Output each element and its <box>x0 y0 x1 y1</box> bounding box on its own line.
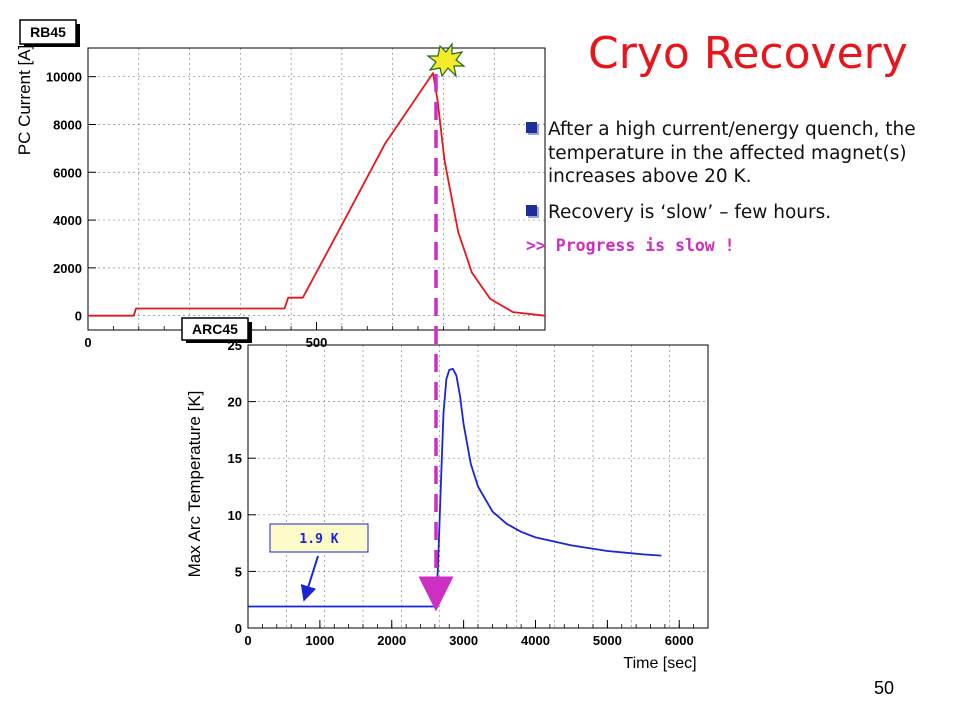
annotation-1-9k-arrow <box>306 556 318 594</box>
bullet-text: Recovery is ‘slow’ – few hours. <box>548 202 831 223</box>
x-tick-label: 5000 <box>593 633 622 648</box>
chart-rb45-frame <box>88 48 545 330</box>
x-tick-label: 4000 <box>521 633 550 648</box>
chart-rb45-ylabel: PC Current [A] <box>15 45 34 156</box>
slide: 0 2000 4000 6000 8000 10000 0 500 RB45 PC Curre… <box>0 0 960 720</box>
charts-canvas: 02000400060008000100000 500 RB45 PC Curre… <box>0 0 960 720</box>
bullet-list: After a high current/energy quench, the … <box>526 118 946 256</box>
chart-arc45-ylabel: Max Arc Temperature [K] <box>185 391 204 578</box>
y-tick-label: 4000 <box>53 213 82 228</box>
x-tick-label: 3000 <box>449 633 478 648</box>
bullet-item: After a high current/energy quench, the … <box>526 118 946 189</box>
y-tick-label: 8000 <box>53 117 82 132</box>
rb45-tag-label: RB45 <box>30 24 66 40</box>
chart-arc45-xlabel: Time [sec] <box>623 655 696 672</box>
arc45-tag-label: ARC45 <box>192 321 238 337</box>
arc45-tag: ARC45 <box>182 318 252 343</box>
x-tick-label: 0 <box>244 633 251 648</box>
page-number: 50 <box>874 678 894 699</box>
y-tick-label: 10000 <box>46 70 82 85</box>
chart-arc45-series <box>248 369 661 607</box>
square-bullet-icon <box>526 205 537 216</box>
y-tick-label: 15 <box>228 451 242 466</box>
x-tick-label: 6000 <box>665 633 694 648</box>
chart-rb45-grid <box>88 48 545 330</box>
max-arc-temperature-line <box>248 369 661 607</box>
y-tick-label: 6000 <box>53 165 82 180</box>
x-tick-label: 500 <box>306 335 328 350</box>
y-tick-label: 0 <box>75 309 82 324</box>
x-tick-label: 2000 <box>377 633 406 648</box>
quench-burst-icon <box>428 44 464 76</box>
annotation-1-9k: 1.9 K <box>270 524 368 594</box>
chart-rb45: 0 2000 4000 6000 8000 10000 0 500 RB45 PC Curre… <box>15 20 545 350</box>
progress-note: >> Progress is slow ! <box>526 235 946 256</box>
annotation-1-9k-label: 1.9 K <box>299 532 338 547</box>
chart-rb45-series <box>88 73 545 316</box>
slide-title: Cryo Recovery <box>588 28 908 79</box>
square-bullet-icon <box>526 122 537 133</box>
y-tick-label: 5 <box>235 564 242 579</box>
y-tick-label: 0 <box>235 621 242 636</box>
bullet-text: After a high current/energy quench, the … <box>548 119 916 187</box>
bullet-item: Recovery is ‘slow’ – few hours. <box>526 201 946 225</box>
x-tick-label: 0 <box>84 335 91 350</box>
pc-current-line <box>88 73 545 316</box>
rb45-tag: RB45 <box>20 20 80 47</box>
y-tick-label: 20 <box>228 395 242 410</box>
y-tick-label: 2000 <box>53 261 82 276</box>
x-tick-label: 1000 <box>305 633 334 648</box>
y-tick-label: 10 <box>228 508 242 523</box>
